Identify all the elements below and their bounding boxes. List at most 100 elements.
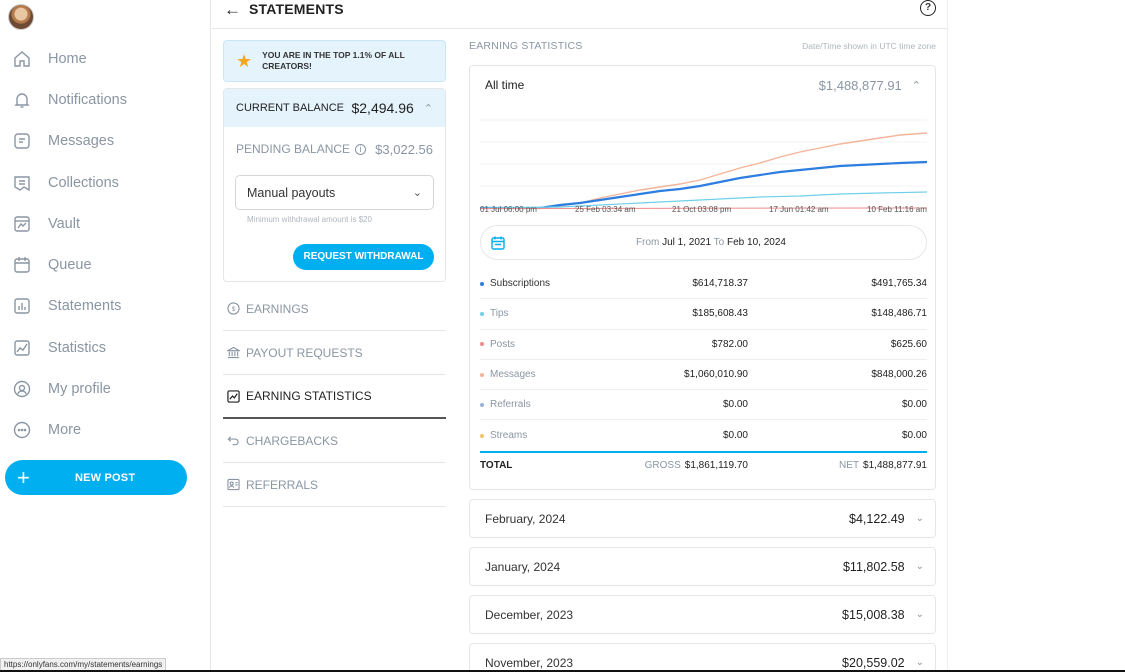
section-title: EARNING STATISTICS: [469, 40, 583, 52]
sidebar-item-statistics[interactable]: Statistics: [0, 327, 211, 368]
row-net: $848,000.26: [871, 369, 927, 381]
new-post-button[interactable]: + NEW POST: [5, 460, 187, 495]
more-icon: [11, 419, 33, 441]
row-gross: $0.00: [722, 430, 748, 442]
top-creator-banner: ★ YOU ARE IN THE TOP 1.1% OF ALL CREATOR…: [223, 40, 446, 82]
sidebar-item-home[interactable]: Home: [0, 38, 211, 79]
sidebar-item-label: Statements: [48, 298, 122, 315]
subscriptions-series-line: [480, 160, 927, 210]
month-row-nov-2023[interactable]: November, 2023 $20,559.02 ⌄: [469, 643, 936, 672]
request-withdrawal-button[interactable]: REQUEST WITHDRAWAL: [293, 244, 434, 270]
avatar[interactable]: [8, 4, 34, 30]
net-label: NET: [839, 460, 860, 472]
sidebar-nav: Home Notifications Messages Collections …: [0, 38, 211, 451]
row-net: $0.00: [901, 399, 927, 411]
row-gross: $185,608.43: [692, 308, 748, 320]
month-label: February, 2024: [485, 511, 566, 526]
bottom-divider: [0, 670, 1125, 672]
top-bar: ← STATEMENTS ?: [212, 0, 948, 29]
timezone-note: Date/Time shown in UTC time zone: [802, 41, 936, 51]
x-tick-label: 10 Feb 11:16 am: [867, 205, 927, 214]
min-withdrawal-note: Minimum withdrawal amount is $20: [247, 215, 372, 224]
sidebar-item-label: Notifications: [48, 91, 127, 108]
x-tick-label: 01 Jul 06:00 pm: [480, 205, 537, 214]
menu-item-label: PAYOUT REQUESTS: [246, 345, 363, 360]
pending-balance-value: $3,022.56: [375, 141, 433, 157]
chart-icon: [226, 389, 241, 404]
current-balance-label: CURRENT BALANCE: [236, 102, 344, 114]
month-row-feb-2024[interactable]: February, 2024 $4,122.49 ⌄: [469, 499, 936, 538]
back-arrow-icon[interactable]: ←: [224, 0, 241, 19]
chevron-down-icon: ⌄: [915, 561, 924, 572]
to-date: Feb 10, 2024: [727, 237, 786, 248]
table-row: Subscriptions $614,718.37 $491,765.34: [480, 269, 927, 300]
x-tick-label: 21 Oct 03:08 pm: [672, 205, 732, 214]
from-label: From: [636, 237, 660, 248]
sidebar-item-vault[interactable]: Vault: [0, 203, 211, 244]
month-value: $4,122.49: [849, 511, 905, 526]
month-row-dec-2023[interactable]: December, 2023 $15,008.38 ⌄: [469, 595, 936, 634]
vault-icon: [11, 213, 33, 235]
menu-item-label: CHARGEBACKS: [246, 433, 339, 448]
series-dot: [480, 372, 484, 377]
row-name: Messages: [490, 369, 536, 381]
current-balance-value: $2,494.96: [351, 100, 414, 116]
period-summary-row[interactable]: All time $1,488,877.91 ⌃: [470, 66, 935, 104]
series-dot: [480, 402, 484, 407]
message-icon: [11, 130, 33, 152]
earnings-breakdown-table: Subscriptions $614,718.37 $491,765.34 Ti…: [480, 269, 927, 479]
menu-item-chargebacks[interactable]: CHARGEBACKS: [223, 419, 446, 463]
table-row: Streams $0.00 $0.00: [480, 420, 927, 450]
total-net: NET $1,488,877.91: [839, 460, 927, 471]
row-gross: $1,060,010.90: [684, 369, 748, 381]
series-dot: [480, 311, 484, 316]
chevron-up-icon[interactable]: ⌃: [423, 102, 433, 115]
menu-item-label: EARNING STATISTICS: [246, 389, 372, 403]
menu-item-payout-requests[interactable]: PAYOUT REQUESTS: [223, 331, 446, 375]
menu-item-label: EARNINGS: [246, 301, 309, 316]
month-value: $20,559.02: [842, 655, 905, 670]
to-label: To: [713, 237, 725, 248]
info-icon[interactable]: i: [355, 143, 367, 155]
sidebar-item-label: Collections: [48, 174, 119, 191]
star-icon: ★: [236, 50, 253, 71]
sidebar-item-my-profile[interactable]: My profile: [0, 368, 211, 409]
earnings-line-chart: [480, 119, 927, 210]
series-dot: [480, 281, 484, 286]
sidebar-item-notifications[interactable]: Notifications: [0, 79, 211, 120]
month-row-jan-2024[interactable]: January, 2024 $11,802.58 ⌄: [469, 547, 936, 586]
row-name: Subscriptions: [490, 278, 551, 290]
sidebar-item-statements[interactable]: Statements: [0, 286, 211, 327]
earning-statistics-panel: EARNING STATISTICS Date/Time shown in UT…: [469, 40, 936, 672]
balance-card: CURRENT BALANCE $2,494.96 ⌃ PENDING BALA…: [223, 88, 446, 282]
earning-statistics-header: EARNING STATISTICS Date/Time shown in UT…: [469, 40, 936, 52]
chevron-up-icon[interactable]: ⌃: [911, 79, 921, 92]
menu-item-earning-statistics[interactable]: EARNING STATISTICS: [223, 375, 446, 419]
month-value: $15,008.38: [842, 607, 905, 622]
earning-stats-card: All time $1,488,877.91 ⌃ 01 Jul 06:00 pm…: [469, 65, 936, 490]
sidebar-item-queue[interactable]: Queue: [0, 244, 211, 285]
total-row: TOTAL GROSS $1,861,119.70 NET $1,488,877.9…: [480, 450, 927, 479]
series-dot: [480, 433, 484, 438]
page-title: STATEMENTS: [249, 1, 344, 17]
row-name: Streams: [490, 430, 528, 442]
dollar-circle-icon: $: [226, 301, 241, 316]
profile-icon: [11, 378, 33, 400]
table-row: Tips $185,608.43 $148,486.71: [480, 299, 927, 330]
date-range-picker[interactable]: From Jul 1, 2021 To Feb 10, 2024: [480, 225, 927, 260]
current-balance-row[interactable]: CURRENT BALANCE $2,494.96 ⌃: [224, 89, 445, 127]
menu-item-earnings[interactable]: $ EARNINGS: [223, 287, 446, 331]
payout-mode-select[interactable]: Manual payouts ⌄: [235, 175, 434, 210]
help-icon[interactable]: ?: [920, 0, 936, 16]
bell-icon: [11, 89, 33, 111]
sidebar-item-label: Home: [48, 50, 87, 67]
statistics-icon: [11, 337, 33, 359]
row-net: $625.60: [890, 338, 927, 350]
sidebar-item-messages[interactable]: Messages: [0, 121, 211, 162]
row-gross: $0.00: [722, 399, 748, 411]
sidebar-item-more[interactable]: More: [0, 410, 211, 451]
sidebar-item-collections[interactable]: Collections: [0, 162, 211, 203]
undo-icon: [226, 433, 241, 448]
menu-item-referrals[interactable]: REFERRALS: [223, 463, 446, 507]
home-icon: [11, 48, 33, 70]
